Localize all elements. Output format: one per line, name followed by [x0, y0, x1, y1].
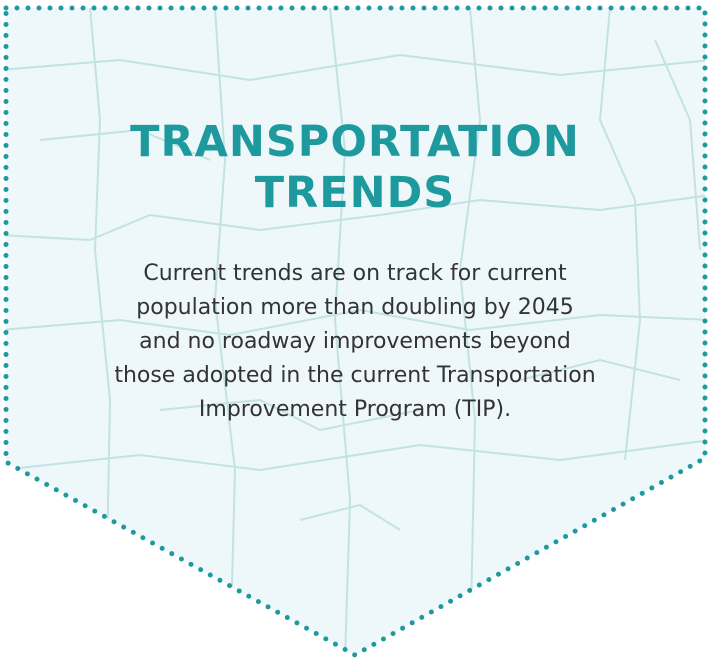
map-lines: [6, 8, 705, 655]
body-line: and no roadway improvements beyond: [139, 329, 571, 354]
body-line: population more than doubling by 2045: [136, 295, 573, 320]
body-line: Current trends are on track for current: [143, 261, 567, 286]
body-line: Improvement Program (TIP).: [199, 397, 511, 422]
body-line: those adopted in the current Transportat…: [114, 363, 595, 388]
panel-background: [6, 8, 705, 655]
dotted-border: [3, 5, 708, 658]
title-line: TRENDS: [255, 168, 455, 218]
title-line: TRANSPORTATION: [130, 117, 580, 167]
